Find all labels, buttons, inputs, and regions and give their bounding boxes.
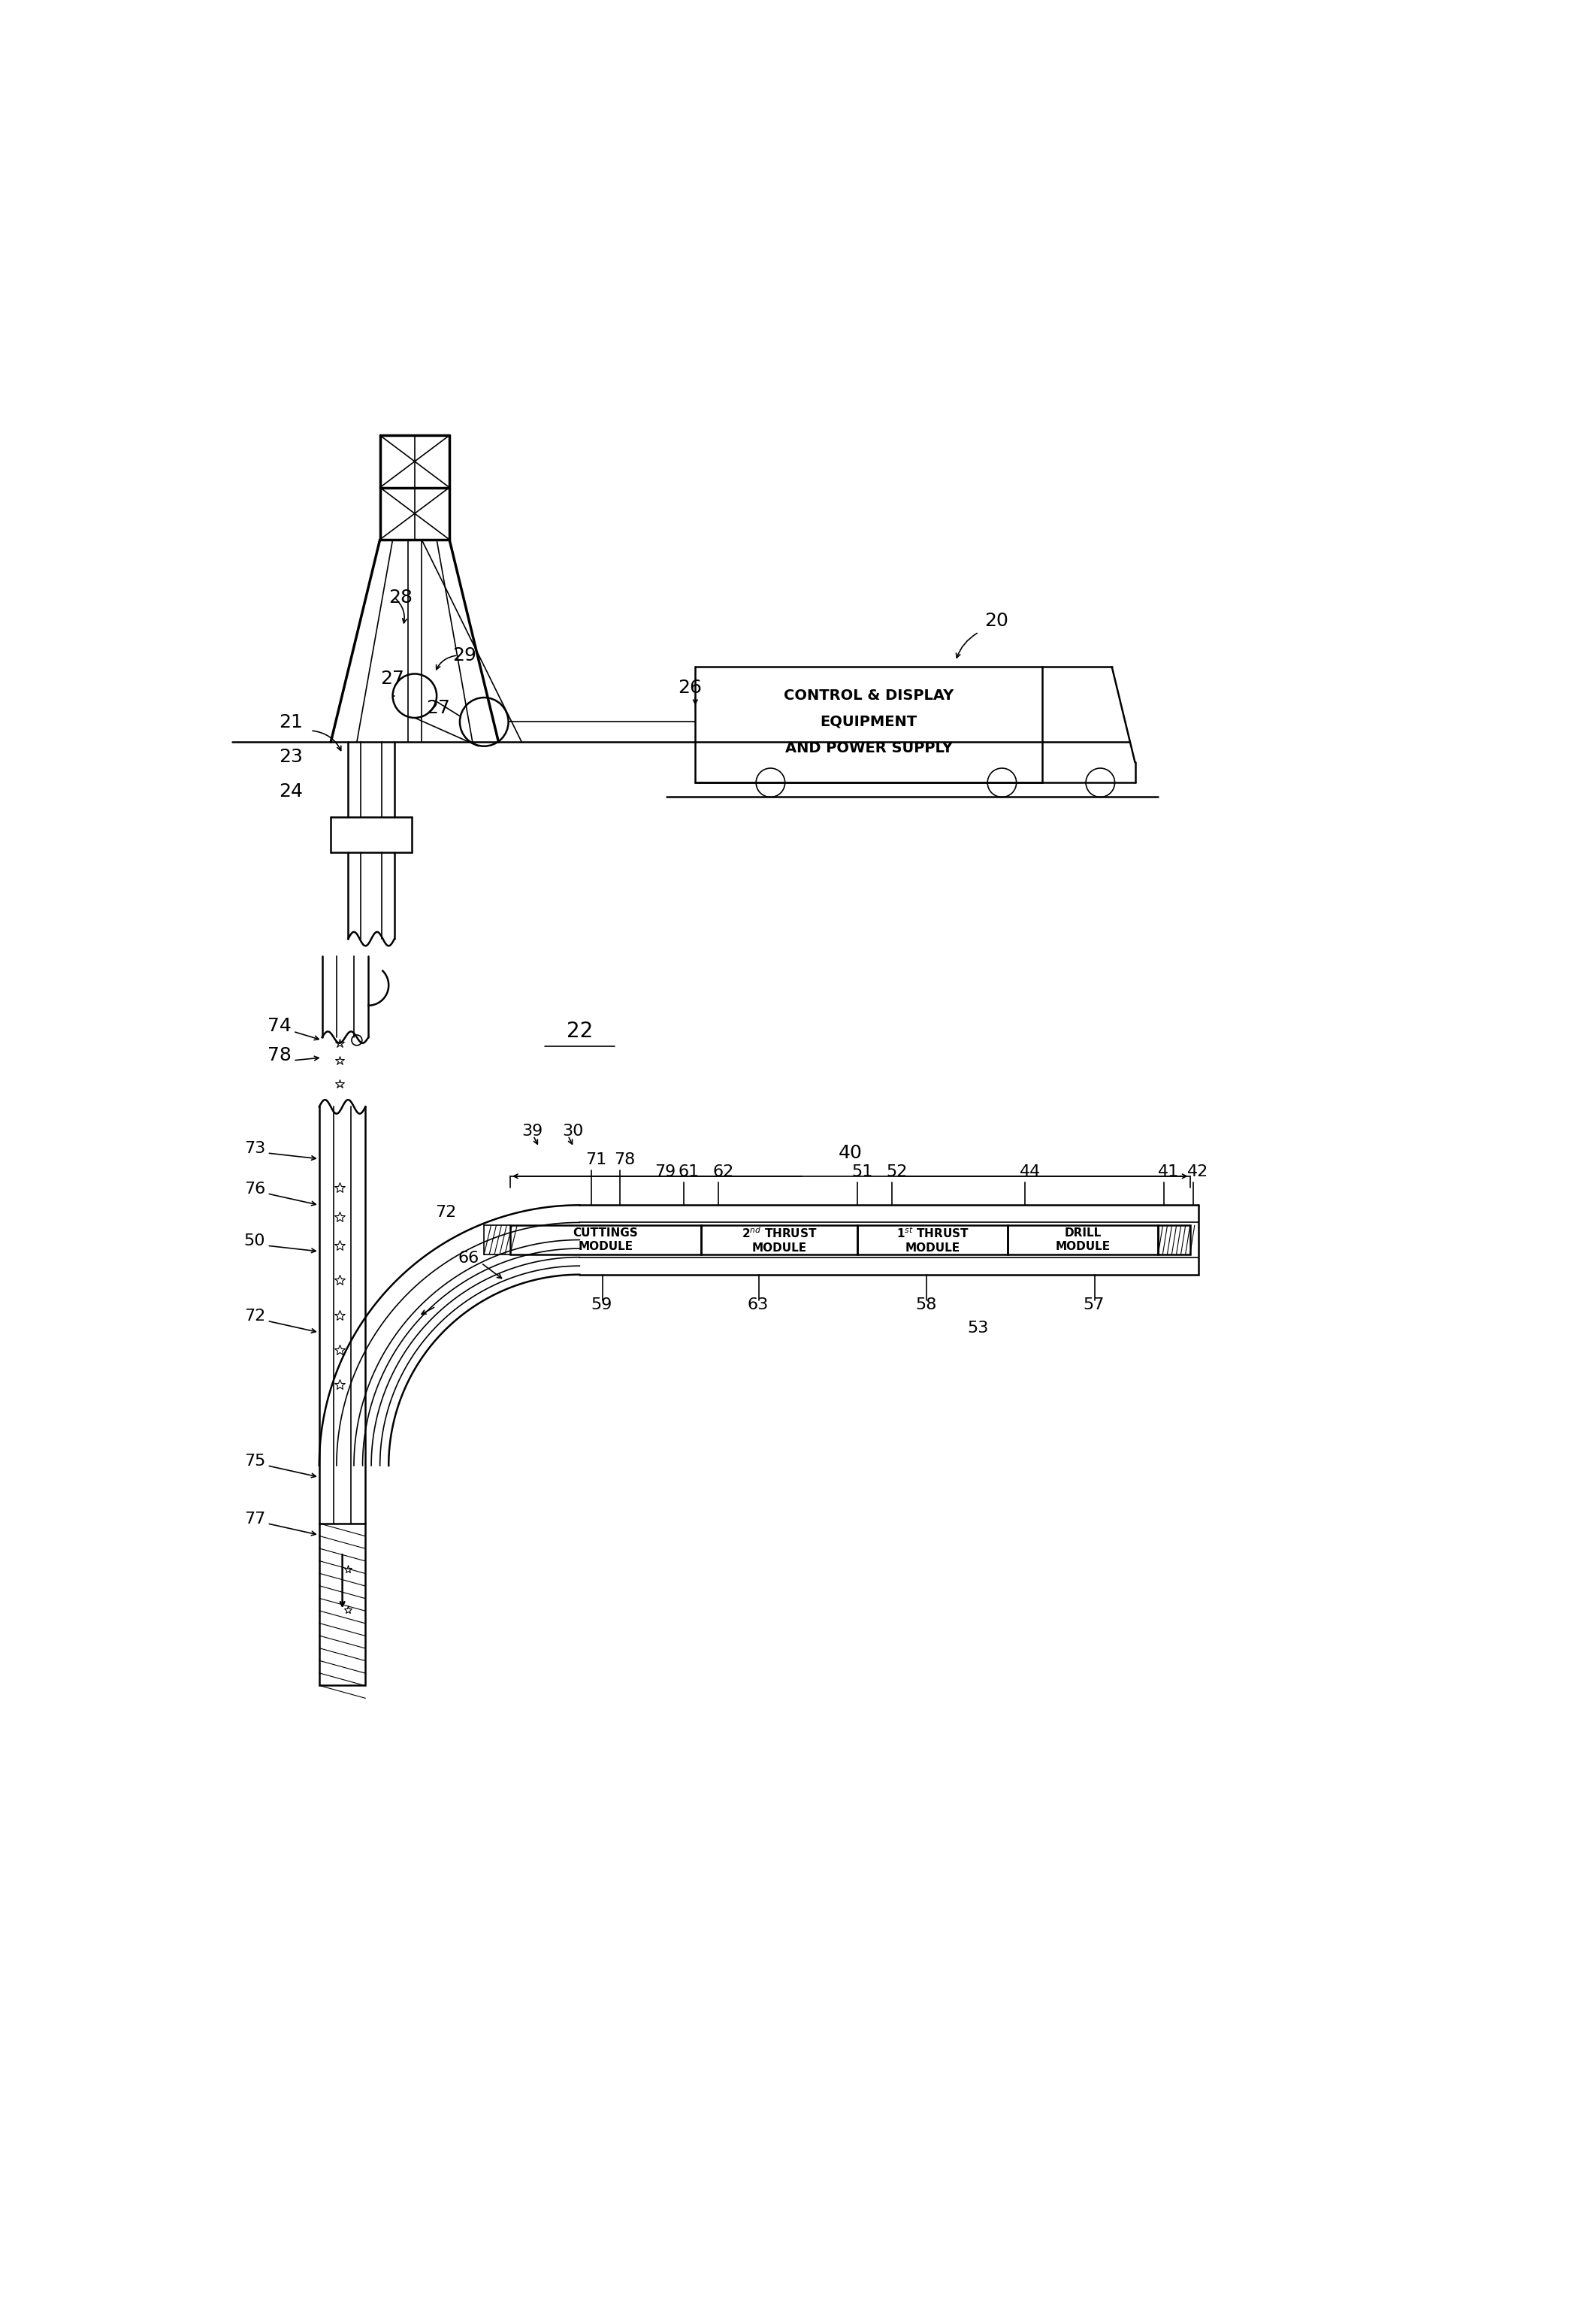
Text: CUTTINGS
MODULE: CUTTINGS MODULE <box>573 1227 638 1252</box>
Text: EQUIPMENT: EQUIPMENT <box>820 714 918 728</box>
Text: 57: 57 <box>1084 1298 1104 1312</box>
Text: 28: 28 <box>389 588 413 606</box>
Text: 44: 44 <box>1020 1165 1041 1178</box>
Text: 50: 50 <box>244 1233 265 1250</box>
Text: AND POWER SUPPLY: AND POWER SUPPLY <box>785 740 953 756</box>
Text: 75: 75 <box>244 1454 265 1468</box>
Text: 62: 62 <box>713 1165 734 1178</box>
Bar <box>701 1224 857 1254</box>
Text: 24: 24 <box>279 783 303 802</box>
Text: 72: 72 <box>244 1309 265 1323</box>
Text: 21: 21 <box>279 714 303 730</box>
Text: 72: 72 <box>436 1204 456 1220</box>
Text: 29: 29 <box>452 645 476 664</box>
Text: 27: 27 <box>380 671 404 689</box>
Text: DRILL
MODULE: DRILL MODULE <box>1055 1227 1111 1252</box>
Text: 2$^{nd}$ THRUST
MODULE: 2$^{nd}$ THRUST MODULE <box>742 1227 817 1254</box>
Text: 53: 53 <box>967 1321 988 1335</box>
Text: 74: 74 <box>267 1018 290 1036</box>
Bar <box>857 1224 1007 1254</box>
Text: 22: 22 <box>567 1020 592 1043</box>
Text: 78: 78 <box>267 1045 290 1064</box>
Text: 30: 30 <box>562 1123 584 1139</box>
Text: 79: 79 <box>654 1165 677 1178</box>
Bar <box>319 1523 365 1686</box>
Text: 41: 41 <box>1159 1165 1179 1178</box>
Text: 51: 51 <box>852 1165 873 1178</box>
Text: 27: 27 <box>426 698 450 717</box>
Text: 52: 52 <box>886 1165 908 1178</box>
Text: 40: 40 <box>838 1144 862 1162</box>
Bar <box>1007 1224 1159 1254</box>
Text: 42: 42 <box>1187 1165 1208 1178</box>
Text: 78: 78 <box>614 1153 635 1167</box>
Text: 76: 76 <box>244 1181 265 1197</box>
Text: 73: 73 <box>244 1142 265 1155</box>
Text: 26: 26 <box>678 678 702 696</box>
Text: 59: 59 <box>591 1298 613 1312</box>
Bar <box>511 1224 701 1254</box>
Text: 39: 39 <box>522 1123 543 1139</box>
Text: 23: 23 <box>279 749 303 767</box>
Text: 77: 77 <box>244 1511 265 1528</box>
Text: 58: 58 <box>915 1298 937 1312</box>
Text: 61: 61 <box>678 1165 699 1178</box>
Text: CONTROL & DISPLAY: CONTROL & DISPLAY <box>784 689 954 703</box>
Bar <box>1159 1224 1191 1254</box>
Text: 63: 63 <box>747 1298 769 1312</box>
Text: 1$^{st}$ THRUST
MODULE: 1$^{st}$ THRUST MODULE <box>895 1227 969 1254</box>
Text: 66: 66 <box>458 1252 479 1266</box>
Text: 20: 20 <box>985 611 1009 629</box>
Text: 71: 71 <box>586 1153 606 1167</box>
